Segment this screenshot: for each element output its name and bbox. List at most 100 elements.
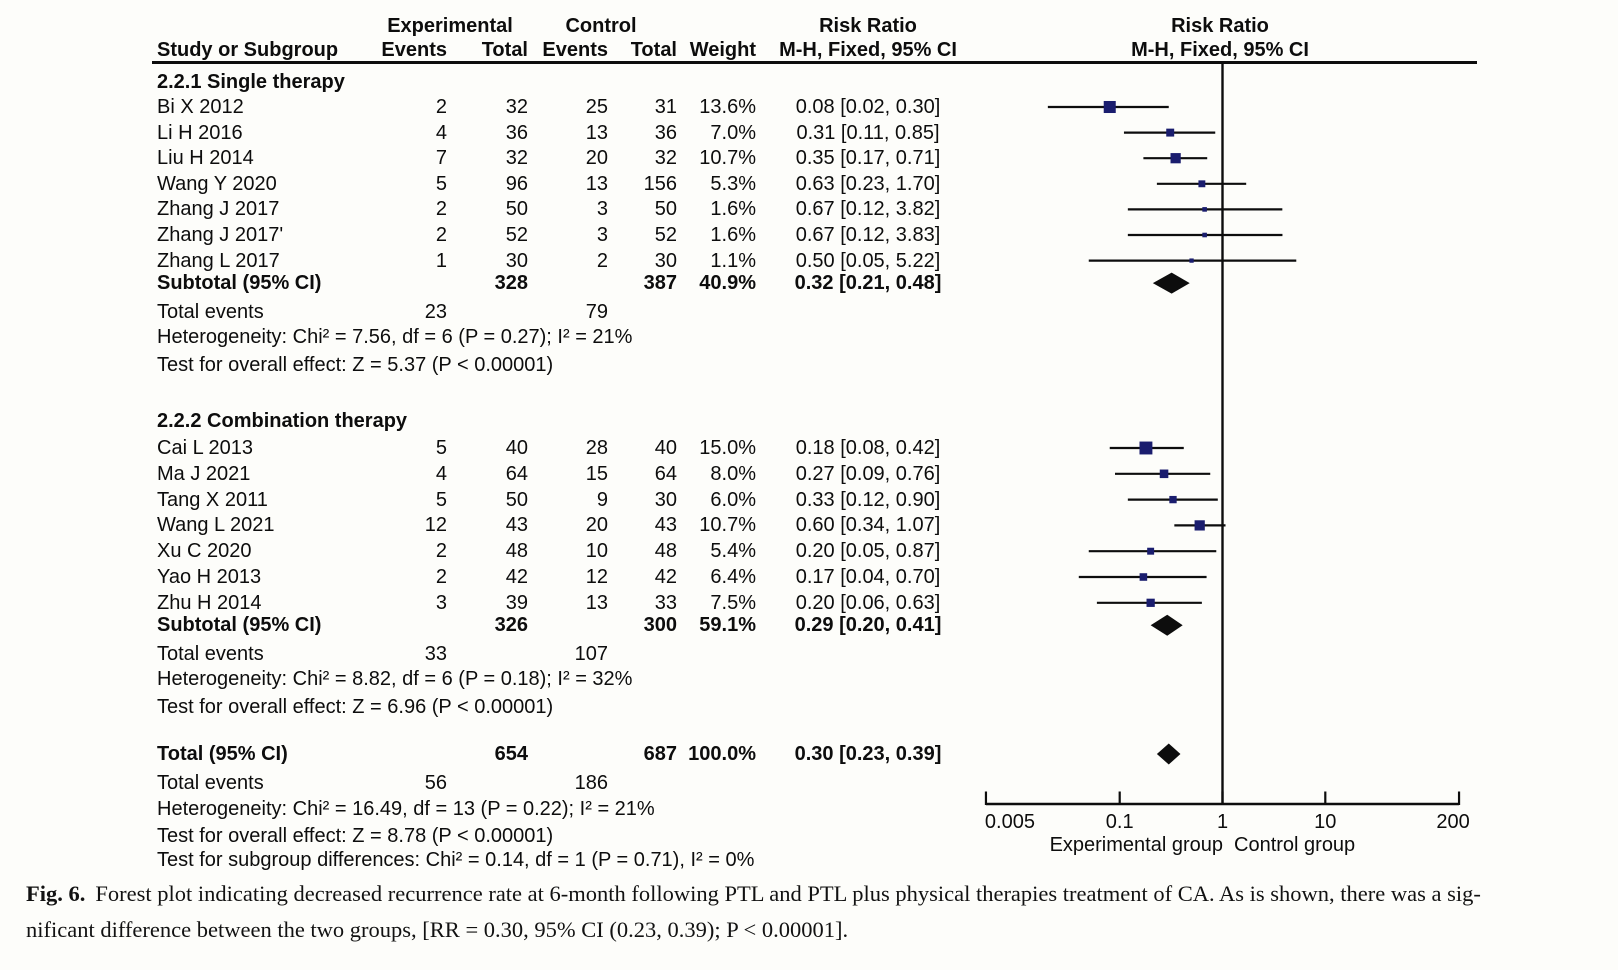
weight: 1.1% <box>710 249 756 272</box>
weight: 6.4% <box>710 566 756 588</box>
effect-square <box>1202 232 1207 238</box>
column-header-events-ctl: Events <box>542 39 608 61</box>
exp-total: 40 <box>505 437 528 459</box>
study-row: Zhang J 2017' 2 52 3 52 1.6% 0.67 [0.12, 3.83] <box>0 222 1010 248</box>
ctl-total: 48 <box>654 540 677 563</box>
effect-square <box>1147 547 1155 555</box>
exp-events-sum: 23 <box>424 300 447 323</box>
study-row: Zhu H 2014 3 39 13 33 7.5% 0.20 [0.06, 0.63] <box>0 590 1010 616</box>
exp-total: 36 <box>505 121 528 144</box>
effect-square <box>1159 469 1169 479</box>
overall-effect-row-text: Test for overall effect: Z = 5.37 (P < 0… <box>157 353 554 376</box>
column-group-control: Control <box>565 15 637 37</box>
total-heterogeneity-row: Heterogeneity: Chi² = 16.49, df = 13 (P … <box>0 796 1010 822</box>
ctl-events: 20 <box>585 147 608 170</box>
column-group-experimental: Experimental <box>387 15 513 37</box>
ctl-events: 13 <box>585 121 608 144</box>
exp-events: 12 <box>424 514 447 537</box>
study-row: Bi X 2012 2 32 25 31 13.6% 0.08 [0.02, 0.30] <box>0 94 1010 120</box>
weight: 13.6% <box>699 96 756 118</box>
caption-line-2: nificant difference between the two grou… <box>26 917 849 942</box>
effect-square <box>1189 258 1194 263</box>
estimate-ci: 0.35 [0.17, 0.71] <box>795 147 941 170</box>
estimate-ci: 0.29 [0.20, 0.41] <box>794 614 942 637</box>
estimate-ci: 0.63 [0.23, 1.70] <box>795 172 941 195</box>
subgroup-header-row: 2.2.1 Single therapy <box>0 69 1010 95</box>
study-name: Yao H 2013 <box>157 566 262 588</box>
column-header-mh-fixed-right: M-H, Fixed, 95% CI <box>1131 39 1309 61</box>
pooled-label: Total (95% CI) <box>157 743 288 765</box>
heterogeneity-row-text: Heterogeneity: Chi² = 7.56, df = 6 (P = … <box>157 326 633 349</box>
exp-events: 2 <box>435 198 447 221</box>
total-events-label: Total events <box>157 772 264 794</box>
ctl-events-sum: 107 <box>574 642 608 665</box>
study-row: Wang Y 2020 5 96 13 156 5.3% 0.63 [0.23, 1.70] <box>0 171 1010 197</box>
ctl-events: 13 <box>585 172 608 195</box>
ctl-total: 36 <box>654 121 677 144</box>
ctl-events: 12 <box>585 566 608 588</box>
caption-line-1: Fig. 6. Forest plot indicating decreased … <box>26 876 1596 912</box>
column-header-total-exp: Total <box>481 39 528 61</box>
exp-total: 48 <box>505 540 528 563</box>
effect-square <box>1202 207 1207 212</box>
ctl-total: 387 <box>643 272 677 295</box>
effect-square <box>1146 598 1155 607</box>
subgroup-differences-row: Test for subgroup differences: Chi² = 0.… <box>0 847 1010 873</box>
subgroup-label: 2.2.1 Single therapy <box>157 71 345 93</box>
column-header-mh-fixed-left: M-H, Fixed, 95% CI <box>779 39 957 61</box>
exp-events: 2 <box>435 540 447 563</box>
figure-caption: Fig. 6. Forest plot indicating decreased … <box>26 876 1596 948</box>
ctl-total: 42 <box>654 566 677 588</box>
exp-events-sum: 33 <box>424 642 447 665</box>
study-name: Liu H 2014 <box>157 147 254 170</box>
effect-square <box>1166 128 1175 137</box>
exp-total: 42 <box>505 566 528 588</box>
weight: 7.5% <box>710 591 756 614</box>
effect-square <box>1194 520 1205 531</box>
estimate-ci: 0.18 [0.08, 0.42] <box>795 437 941 459</box>
axis-label-experimental-group: Experimental group <box>1049 834 1223 856</box>
exp-events: 7 <box>435 147 447 170</box>
estimate-ci: 0.67 [0.12, 3.83] <box>795 224 941 246</box>
weight: 40.9% <box>699 272 756 295</box>
ctl-events: 10 <box>585 540 608 563</box>
forest-plot-canvas <box>152 61 1477 806</box>
exp-total: 326 <box>494 614 528 637</box>
caption-tag: Fig. 6. <box>26 881 86 906</box>
axis-tick-label: 0.1 <box>1105 811 1134 833</box>
ctl-total: 32 <box>654 147 677 170</box>
ctl-events: 9 <box>596 488 608 511</box>
study-row: Zhang J 2017 2 50 3 50 1.6% 0.67 [0.12, 3.82] <box>0 196 1010 222</box>
total-diamond <box>1156 743 1181 765</box>
subtotal-diamond <box>1152 272 1190 294</box>
total-overall-effect-row-text: Test for overall effect: Z = 8.78 (P < 0… <box>157 825 554 847</box>
study-row: Liu H 2014 7 32 20 32 10.7% 0.35 [0.17, 0.71] <box>0 145 1010 171</box>
weight: 8.0% <box>710 462 756 485</box>
exp-total: 64 <box>505 462 528 485</box>
study-row: Li H 2016 4 36 13 36 7.0% 0.31 [0.11, 0.85] <box>0 120 1010 146</box>
weight: 7.0% <box>710 121 756 144</box>
exp-total: 96 <box>505 172 528 195</box>
caption-text-line1: Forest plot indicating decreased recurre… <box>95 881 1481 906</box>
exp-events: 4 <box>435 462 447 485</box>
study-name: Zhang L 2017 <box>157 249 280 272</box>
weight: 59.1% <box>699 614 756 637</box>
exp-events: 1 <box>435 249 447 272</box>
ctl-total: 156 <box>643 172 677 195</box>
heterogeneity-row: Heterogeneity: Chi² = 7.56, df = 6 (P = … <box>0 324 1010 350</box>
effect-square <box>1198 180 1206 188</box>
exp-events-sum: 56 <box>424 772 447 794</box>
total-row: Total (95% CI) 654 687 100.0% 0.30 [0.23, 0.… <box>0 741 1010 767</box>
overall-effect-row: Test for overall effect: Z = 6.96 (P < 0… <box>0 694 1010 720</box>
subtotal-row: Subtotal (95% CI) 328 387 40.9% 0.32 [0.21, … <box>0 270 1010 296</box>
study-name: Cai L 2013 <box>157 437 253 459</box>
study-name: Xu C 2020 <box>157 540 252 563</box>
column-header-study: Study or Subgroup <box>157 39 339 61</box>
exp-events: 5 <box>435 488 447 511</box>
study-name: Tang X 2011 <box>157 488 268 511</box>
weight: 15.0% <box>699 437 756 459</box>
axis-label-control-group: Control group <box>1234 834 1356 856</box>
weight: 10.7% <box>699 147 756 170</box>
weight: 1.6% <box>710 198 756 221</box>
axis-tick-label: 10 <box>1314 811 1337 833</box>
